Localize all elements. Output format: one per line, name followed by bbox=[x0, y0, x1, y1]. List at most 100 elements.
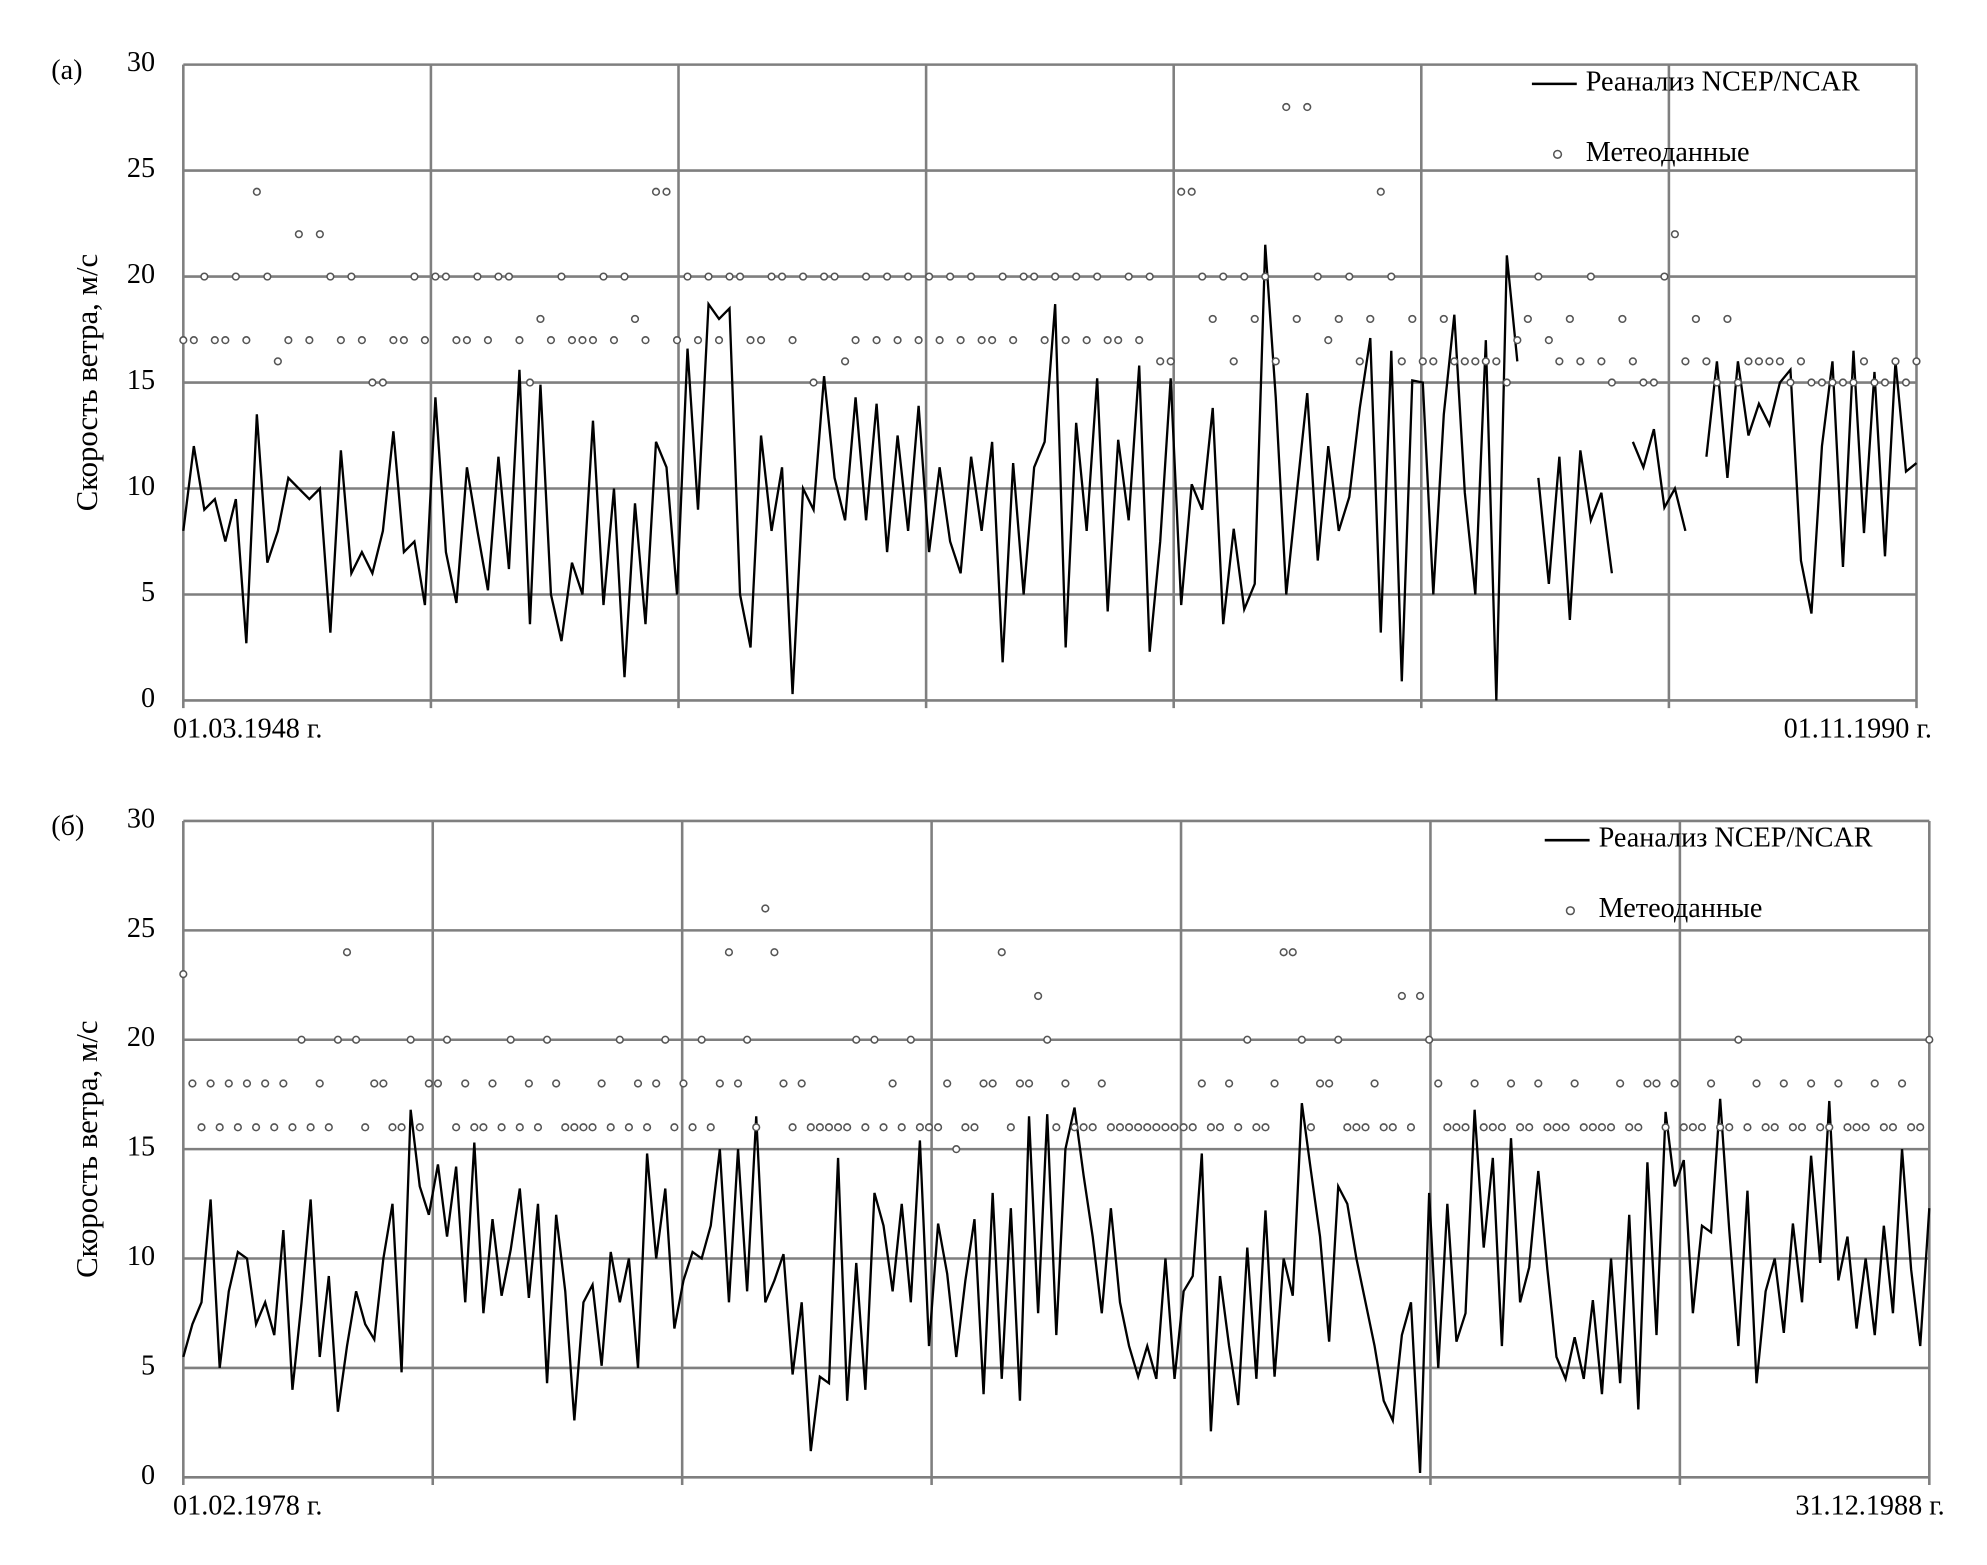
scatter-point bbox=[833, 1123, 843, 1132]
scatter-point bbox=[870, 1035, 879, 1044]
scatter-point bbox=[1188, 1123, 1197, 1132]
scatter-point bbox=[1681, 357, 1690, 366]
scatter-point bbox=[1015, 1079, 1025, 1088]
scatter-point bbox=[378, 378, 387, 387]
scatter-point bbox=[557, 272, 566, 281]
scatter-point bbox=[179, 336, 188, 345]
scatter-point bbox=[1461, 1123, 1470, 1132]
legend-marker bbox=[1565, 906, 1575, 916]
scatter-point bbox=[1775, 357, 1785, 366]
scatter-point bbox=[1198, 272, 1207, 281]
y-tick-label: 20 bbox=[127, 259, 155, 290]
scatter-point bbox=[1397, 991, 1406, 1001]
scatter-point bbox=[1366, 314, 1375, 324]
scatter-point bbox=[1145, 272, 1154, 281]
scatter-point bbox=[1072, 272, 1081, 281]
scatter-point bbox=[221, 336, 230, 345]
scatter-point bbox=[189, 336, 198, 345]
scatter-point bbox=[697, 1035, 706, 1044]
scatter-point bbox=[1388, 1123, 1397, 1132]
scatter-point bbox=[735, 272, 745, 281]
scatter-point bbox=[1187, 187, 1196, 196]
scatter-point bbox=[1525, 1123, 1534, 1132]
scatter-point bbox=[1406, 1123, 1416, 1132]
scatter-point bbox=[578, 336, 587, 345]
scatter-point bbox=[1271, 357, 1280, 366]
scatter-point bbox=[1852, 1123, 1861, 1132]
scatter-point bbox=[1712, 378, 1722, 387]
scatter-point bbox=[483, 336, 493, 345]
legend-label: Метеоданные bbox=[1599, 893, 1763, 924]
scatter-point bbox=[1597, 1123, 1607, 1132]
scatter-point bbox=[1616, 1079, 1625, 1088]
scatter-point bbox=[997, 948, 1006, 957]
scatter-point bbox=[506, 1035, 515, 1044]
scatter-point bbox=[567, 336, 577, 345]
scatter-point bbox=[693, 336, 703, 345]
scatter-point bbox=[1177, 187, 1186, 196]
scatter-point bbox=[1379, 1123, 1388, 1132]
scatter-point bbox=[1639, 378, 1648, 387]
scatter-point bbox=[252, 187, 261, 196]
scatter-point bbox=[1880, 378, 1890, 387]
scatter-point bbox=[1555, 357, 1564, 366]
legend-label: Реанализ NCEP/NCAR bbox=[1599, 823, 1873, 854]
scatter-point bbox=[1743, 1123, 1752, 1132]
scatter-point bbox=[188, 1079, 197, 1088]
scatter-point bbox=[452, 336, 461, 345]
scatter-point bbox=[1143, 1123, 1152, 1132]
scatter-point bbox=[903, 272, 913, 281]
y-axis-label: Скорость ветра, м/с bbox=[70, 1020, 104, 1277]
scatter-point bbox=[1770, 1123, 1779, 1132]
scatter-point bbox=[336, 336, 345, 345]
scatter-point bbox=[1270, 1079, 1279, 1088]
scatter-point bbox=[1643, 1079, 1652, 1088]
scatter-point bbox=[1925, 1035, 1934, 1044]
scatter-point bbox=[406, 1035, 415, 1044]
scatter-point bbox=[979, 1079, 988, 1088]
scatter-point bbox=[1361, 1123, 1370, 1132]
scatter-point bbox=[952, 1145, 961, 1154]
scatter-point bbox=[524, 1079, 533, 1088]
scatter-point bbox=[361, 1123, 370, 1132]
scatter-point bbox=[961, 1123, 970, 1132]
scatter-point bbox=[1124, 1123, 1134, 1132]
scatter-point bbox=[1471, 357, 1480, 366]
scatter-point bbox=[1229, 357, 1238, 366]
scatter-point bbox=[988, 336, 997, 345]
scatter-point bbox=[1325, 1079, 1334, 1088]
scatter-point bbox=[1061, 336, 1070, 345]
scatter-point bbox=[599, 272, 608, 281]
scatter-point bbox=[851, 336, 860, 345]
scatter-point bbox=[641, 336, 650, 345]
scatter-point bbox=[1224, 1079, 1234, 1088]
scatter-point bbox=[488, 1079, 497, 1088]
scatter-point bbox=[1243, 1035, 1252, 1044]
scatter-point bbox=[1103, 336, 1112, 345]
y-tick-label: 5 bbox=[141, 1350, 155, 1381]
scatter-point bbox=[1515, 1123, 1525, 1132]
scatter-point bbox=[1306, 1123, 1316, 1132]
scatter-point bbox=[779, 1079, 788, 1088]
y-tick-label: 0 bbox=[141, 683, 155, 714]
scatter-point bbox=[1625, 1123, 1634, 1132]
scatter-point bbox=[620, 272, 629, 281]
scatter-point bbox=[388, 1123, 397, 1132]
scatter-point bbox=[1888, 1123, 1898, 1132]
scatter-point bbox=[1434, 1079, 1443, 1088]
scatter-point bbox=[242, 1079, 252, 1088]
scatter-point bbox=[630, 314, 640, 324]
scatter-point bbox=[1397, 357, 1406, 366]
scatter-point bbox=[1544, 336, 1553, 345]
scatter-point bbox=[1345, 272, 1354, 281]
scatter-point bbox=[1292, 314, 1301, 324]
scatter-point bbox=[642, 1123, 652, 1132]
scatter-point bbox=[1586, 272, 1595, 281]
scatter-point bbox=[652, 1079, 661, 1088]
scatter-point bbox=[914, 336, 923, 345]
scatter-point bbox=[1429, 357, 1438, 366]
scatter-point bbox=[1891, 357, 1900, 366]
scatter-point bbox=[606, 1123, 615, 1132]
scatter-point bbox=[1197, 1079, 1206, 1088]
